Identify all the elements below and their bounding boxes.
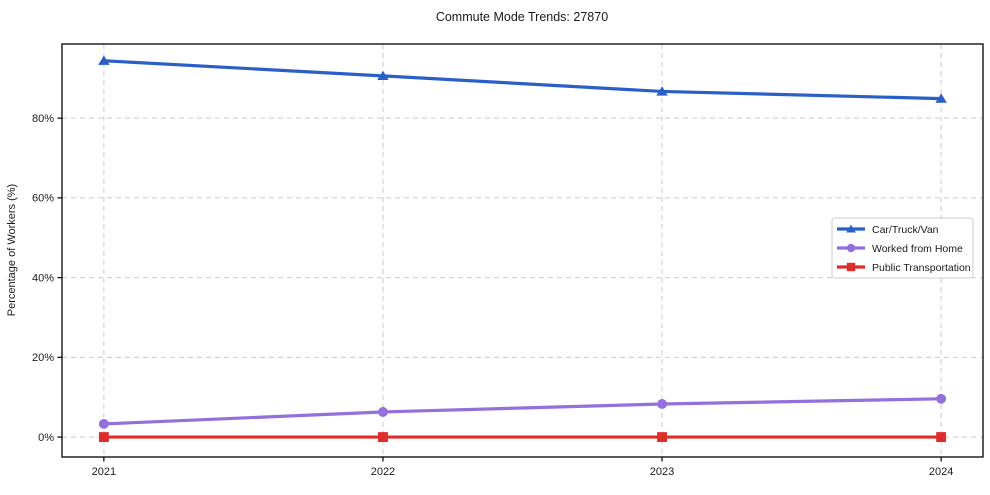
series-marker-public-transportation <box>936 432 947 443</box>
y-tick-label: 60% <box>32 193 54 205</box>
series-marker-public-transportation <box>378 432 388 443</box>
chart-title: Commute Mode Trends: 27870 <box>436 10 608 24</box>
y-tick-label: 40% <box>32 272 54 284</box>
series-marker-worked-from-home <box>936 393 947 404</box>
gridlines-layer <box>62 44 983 457</box>
legend-sample-marker <box>846 224 856 233</box>
series-marker-car-truck-van <box>935 93 947 103</box>
x-tick-label: 2022 <box>371 466 395 478</box>
legend-label: Car/Truck/Van <box>872 224 939 236</box>
legend-label: Public Transportation <box>872 262 971 274</box>
series-marker-public-transportation <box>98 432 109 443</box>
series-marker-public-transportation <box>657 432 667 443</box>
series-marker-car-truck-van <box>98 55 110 65</box>
series-marker-worked-from-home <box>378 407 388 417</box>
ticks-layer: 0% 20% 40% 60% 80% 2021 2022 2023 2024 <box>32 113 953 478</box>
series-marker-worked-from-home <box>98 418 109 429</box>
series-marker-car-truck-van <box>656 86 668 96</box>
series-line-car-truck-van <box>103 59 942 101</box>
legend-label: Worked from Home <box>872 243 963 255</box>
series-marker-car-truck-van <box>377 70 389 81</box>
series-layer <box>98 55 947 443</box>
series-marker-worked-from-home <box>657 399 667 409</box>
legend: Car/Truck/Van Worked from Home Public Tran… <box>831 217 974 279</box>
y-tick-label: 80% <box>32 113 54 125</box>
x-tick-label: 2021 <box>92 466 116 478</box>
legend-sample-marker <box>846 262 856 272</box>
x-tick-label: 2024 <box>929 466 953 478</box>
plot-border <box>61 43 984 458</box>
y-axis-label: Percentage of Workers (%) <box>6 184 18 316</box>
legend-box <box>831 217 974 279</box>
y-tick-label: 0% <box>38 432 54 444</box>
x-tick-label: 2023 <box>650 466 674 478</box>
legend-sample-marker <box>846 243 856 253</box>
y-tick-label: 20% <box>32 352 54 364</box>
series-line-worked-from-home <box>103 397 942 426</box>
